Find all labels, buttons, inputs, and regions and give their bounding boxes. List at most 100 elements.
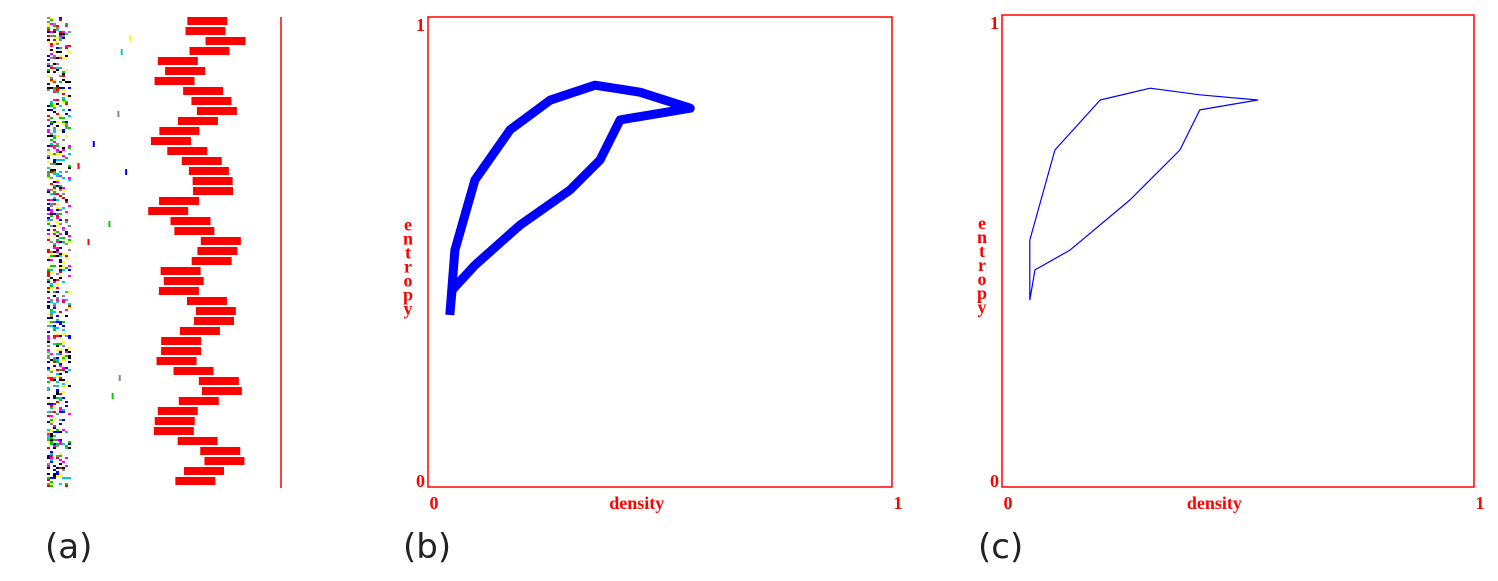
pattern-cell xyxy=(53,291,56,293)
pattern-cell xyxy=(53,397,56,399)
pattern-cell xyxy=(56,203,59,205)
pattern-cell xyxy=(65,233,68,235)
pattern-cell xyxy=(62,71,65,73)
pattern-cell xyxy=(62,159,65,161)
pattern-cell xyxy=(68,303,71,305)
pattern-cell xyxy=(50,299,53,301)
pattern-cell xyxy=(53,439,56,441)
pattern-cell xyxy=(59,35,62,37)
pattern-cell xyxy=(62,57,65,59)
pattern-cell xyxy=(50,177,53,179)
pattern-cell xyxy=(59,441,62,443)
pattern-cell xyxy=(62,253,65,255)
pattern-cell xyxy=(65,199,68,201)
pattern-cell xyxy=(47,297,50,299)
pattern-cell xyxy=(50,143,53,145)
pattern-cell xyxy=(59,399,62,401)
pattern-cell xyxy=(53,307,56,309)
pattern-cell xyxy=(47,349,50,351)
pattern-cell xyxy=(47,129,50,131)
pattern-cell xyxy=(65,315,68,317)
pattern-cell xyxy=(62,269,65,271)
pattern-cell xyxy=(50,163,53,165)
pattern-cell xyxy=(56,353,59,355)
pattern-cell xyxy=(50,311,53,313)
pattern-cell xyxy=(62,469,65,471)
pattern-cell xyxy=(50,371,53,373)
pattern-cell xyxy=(59,271,62,273)
pattern-cell xyxy=(68,477,71,479)
pattern-cell xyxy=(53,43,56,45)
pattern-cell xyxy=(50,259,53,261)
pattern-cell xyxy=(53,265,56,267)
pattern-cell xyxy=(68,153,71,155)
pattern-cell xyxy=(65,121,68,123)
pattern-bar xyxy=(148,207,189,215)
pattern-cell xyxy=(47,75,50,77)
pattern-cell xyxy=(59,483,62,485)
pattern-cell xyxy=(59,321,62,323)
pattern-cell xyxy=(62,37,65,39)
pattern-cell xyxy=(47,463,50,465)
pattern-cell xyxy=(47,439,50,441)
pattern-cell xyxy=(53,247,56,249)
pattern-cell xyxy=(59,337,62,339)
pattern-cell xyxy=(65,171,68,173)
pattern-cell xyxy=(47,473,50,475)
pattern-cell xyxy=(47,125,50,127)
pattern-bar xyxy=(189,47,230,55)
pattern-cell xyxy=(56,99,59,101)
pattern-cell xyxy=(47,59,50,61)
pattern-cell xyxy=(47,35,50,37)
pattern-cell xyxy=(65,231,68,233)
pattern-cell xyxy=(59,397,62,399)
pattern-cell xyxy=(56,199,59,201)
pattern-cell xyxy=(50,483,53,485)
pattern-cell xyxy=(68,109,71,111)
pattern-cell xyxy=(59,247,62,249)
pattern-cell xyxy=(53,411,56,413)
pattern-cell xyxy=(50,103,53,105)
pattern-cell xyxy=(47,63,50,65)
pattern-cell xyxy=(62,129,65,131)
pattern-cell xyxy=(65,221,68,223)
pattern-cell xyxy=(50,213,53,215)
pattern-cell xyxy=(53,379,56,381)
pattern-cell xyxy=(53,51,56,53)
pattern-cell xyxy=(59,365,62,367)
pattern-cell xyxy=(47,233,50,235)
pattern-cell xyxy=(68,443,71,445)
pattern-cell xyxy=(56,457,59,459)
pattern-cell xyxy=(111,393,114,399)
pattern-cell xyxy=(50,457,53,459)
pattern-cell xyxy=(47,149,50,151)
pattern-cell xyxy=(65,135,68,137)
pattern-cell xyxy=(50,325,53,327)
pattern-cell xyxy=(47,465,50,467)
x-tick-label: 1 xyxy=(894,493,903,513)
pattern-cell xyxy=(62,109,65,111)
pattern-cell xyxy=(47,259,50,261)
pattern-cell xyxy=(59,129,62,131)
pattern-cell xyxy=(62,131,65,133)
pattern-bar xyxy=(195,307,236,315)
pattern-cell xyxy=(50,477,53,479)
pattern-cell xyxy=(47,237,50,239)
pattern-cell xyxy=(65,127,68,129)
pattern-cell xyxy=(47,337,50,339)
pattern-cell xyxy=(68,361,71,363)
pattern-cell xyxy=(50,443,53,445)
pattern-cell xyxy=(47,485,50,487)
pattern-cell xyxy=(65,55,68,57)
pattern-cell xyxy=(62,301,65,303)
pattern-cell xyxy=(68,351,71,353)
pattern-cell xyxy=(47,457,50,459)
pattern-cell xyxy=(59,439,62,441)
pattern-cell xyxy=(47,271,50,273)
pattern-cell xyxy=(47,375,50,377)
pattern-cell xyxy=(53,435,56,437)
pattern-cell xyxy=(53,193,56,195)
pattern-cell xyxy=(56,471,59,473)
pattern-bar xyxy=(183,467,224,475)
pattern-cell xyxy=(59,423,62,425)
